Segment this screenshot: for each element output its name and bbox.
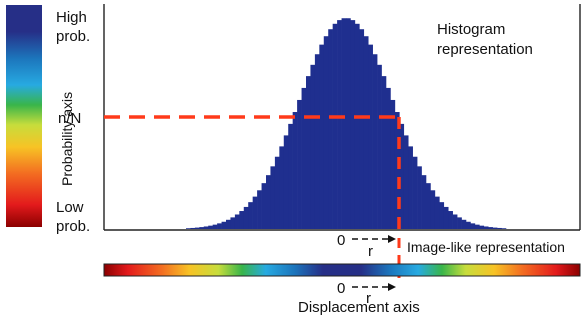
histogram-bar [430, 190, 436, 229]
high-prob-label: High [56, 9, 87, 26]
histogram-bars [186, 18, 507, 230]
vertical-colorbar [6, 5, 42, 227]
histogram-bar [217, 223, 222, 229]
histogram-bar [394, 112, 400, 229]
histogram-bar [279, 146, 285, 229]
histogram-bar [461, 219, 467, 229]
horizontal-colorbar [103, 263, 581, 277]
r-label-bottom: r [366, 290, 371, 307]
histogram-bar [297, 99, 302, 230]
top-offset-marker: 0 r [337, 232, 396, 260]
histogram-bar [319, 44, 325, 229]
histogram-bar [501, 228, 507, 229]
histogram-bar [474, 224, 480, 229]
histogram-bar [306, 76, 311, 230]
histogram-bar [341, 18, 347, 229]
histogram-bar [408, 146, 413, 229]
histogram-bar [199, 227, 205, 229]
histogram-bar [372, 54, 378, 229]
histogram-bar [368, 44, 373, 229]
histogram-bar [252, 196, 258, 229]
histogram-bar [323, 36, 329, 229]
histogram-bar [230, 217, 236, 229]
histogram-bar [452, 214, 458, 229]
histogram-title: Histogram [437, 21, 505, 38]
histogram-bar [194, 227, 200, 229]
histogram-bar [274, 156, 280, 229]
histogram-bar [203, 226, 209, 229]
histogram-bar [354, 23, 360, 229]
high-prob-label-2: prob. [56, 28, 90, 45]
histogram-bar [226, 219, 231, 229]
histogram-bar [497, 227, 502, 229]
histogram-bar [301, 87, 307, 229]
histogram-bar [314, 54, 320, 229]
image-like-label: Image-like representation [407, 239, 565, 255]
histogram-bar [448, 211, 453, 229]
histogram-bar [434, 196, 440, 229]
histogram-bar [466, 221, 471, 229]
histogram-bar [243, 206, 249, 229]
histogram-bar [403, 135, 409, 229]
histogram-title-2: representation [437, 41, 533, 58]
bottom-offset-marker: 0 r [337, 280, 396, 307]
histogram-bar [283, 135, 289, 229]
histogram-bar [270, 166, 276, 229]
histogram-bar [390, 99, 396, 230]
histogram-bar [386, 87, 391, 229]
histogram-bar [212, 224, 218, 229]
histogram-bar [328, 29, 333, 229]
zero-label-top: 0 [337, 232, 345, 249]
histogram-bar [439, 202, 445, 229]
zero-label-bottom: 0 [337, 280, 345, 297]
histogram-bar [292, 112, 298, 229]
histogram-bar [248, 202, 253, 229]
dashed-guides [104, 115, 401, 278]
histogram-bar [208, 225, 213, 229]
histogram-bar [457, 217, 462, 229]
histogram-bar [426, 183, 431, 229]
histogram-bar [412, 156, 418, 229]
histogram-bar [346, 18, 351, 229]
histogram-bar [399, 123, 405, 229]
low-prob-label-2: prob. [56, 218, 90, 235]
histogram-bar [332, 23, 338, 229]
low-prob-label: Low [56, 199, 84, 216]
histogram-bar [261, 183, 267, 229]
histogram-bar [479, 225, 485, 229]
r-label-top: r [368, 243, 373, 260]
histogram-bar [359, 29, 365, 229]
histogram-bar [266, 175, 271, 229]
histogram-bar [310, 64, 316, 229]
histogram-bar [190, 227, 196, 229]
histogram-bar [488, 227, 493, 229]
y-axis-label: Probability axis [59, 92, 75, 186]
histogram-bar [363, 36, 369, 229]
x-axis-label: Displacement axis [298, 299, 420, 316]
histogram-bar [470, 223, 476, 229]
histogram-bar [221, 221, 227, 229]
histogram-bar [257, 190, 262, 229]
histogram-bar [377, 64, 382, 229]
histogram-bar [483, 226, 489, 229]
histogram-bar [234, 214, 240, 229]
histogram-bar [288, 123, 293, 229]
histogram-bar [239, 211, 245, 229]
histogram-bar [492, 227, 498, 229]
histogram-bar [337, 20, 342, 229]
histogram-bar [417, 166, 422, 229]
histogram-bar [350, 20, 356, 229]
histogram-bar [421, 175, 427, 229]
histogram-bar [381, 76, 387, 230]
histogram-bar [186, 228, 191, 229]
threshold-label: n/N [58, 110, 81, 127]
histogram-bar [443, 206, 449, 229]
